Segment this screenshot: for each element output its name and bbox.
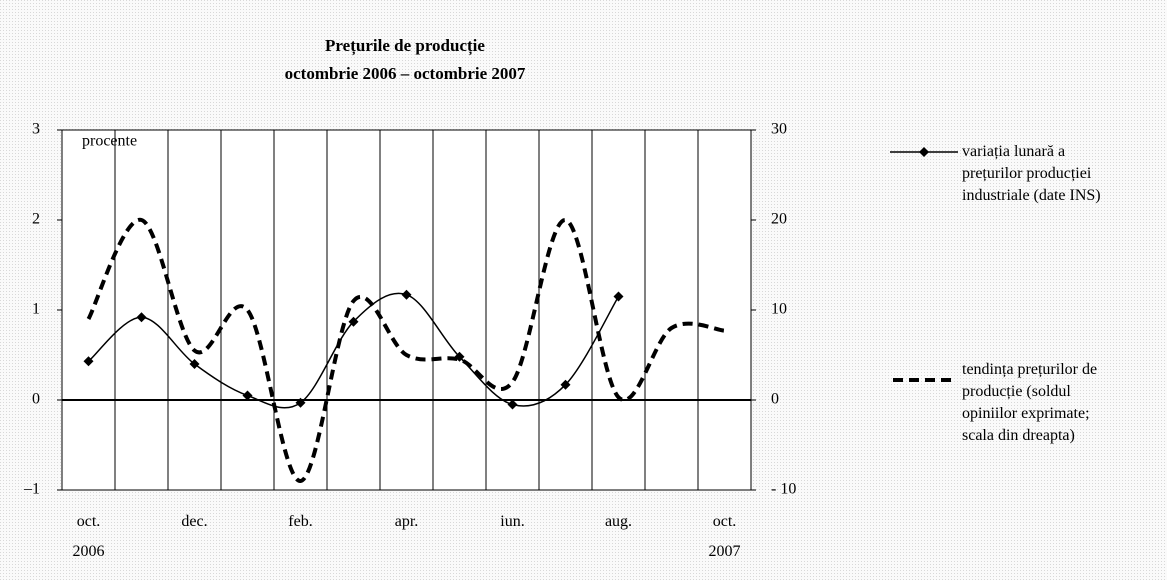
point-marker	[507, 399, 518, 410]
x-tick-label: aug.	[605, 513, 632, 530]
y2-tick-label: 0	[771, 391, 779, 408]
point-marker	[401, 289, 412, 300]
point-marker	[83, 356, 94, 367]
y-tick-label: 2	[32, 211, 40, 228]
x-tick-label: feb.	[288, 513, 312, 530]
y2-tick-label: 10	[771, 301, 787, 318]
legend-marker	[919, 147, 929, 157]
y2-tick-label: 30	[771, 121, 787, 138]
point-marker	[242, 390, 253, 401]
x-tick-label: oct. 2006	[73, 513, 105, 560]
y-tick-label: 1	[32, 301, 40, 318]
point-marker	[348, 316, 359, 327]
y-tick-label: –1	[23, 481, 40, 498]
y2-tick-label: 20	[771, 211, 787, 228]
x-tick-label: apr.	[395, 513, 419, 530]
plot-area	[61, 129, 752, 491]
x-tick-label: oct. 2007	[709, 513, 741, 560]
point-marker	[295, 397, 306, 408]
chart-subtitle: octombrie 2006 – octombrie 2007	[285, 64, 526, 83]
point-marker	[613, 291, 624, 302]
y-tick-label: 0	[32, 391, 40, 408]
series-line	[86, 217, 725, 483]
x-tick-label: dec.	[181, 513, 207, 530]
y-axis-label: procente	[82, 133, 137, 150]
y-tick-label: 3	[32, 121, 40, 138]
legend-entry: tendința prețurilor de producție (soldul…	[962, 361, 1098, 444]
legend-entry: variația lunară a prețurilor producției …	[962, 143, 1101, 204]
point-marker	[189, 359, 200, 369]
y2-tick-label: - 10	[771, 481, 796, 498]
x-tick-label: iun.	[500, 513, 524, 530]
chart-title: Prețurile de producție	[325, 36, 485, 56]
point-marker	[136, 312, 147, 323]
point-marker	[560, 379, 571, 390]
